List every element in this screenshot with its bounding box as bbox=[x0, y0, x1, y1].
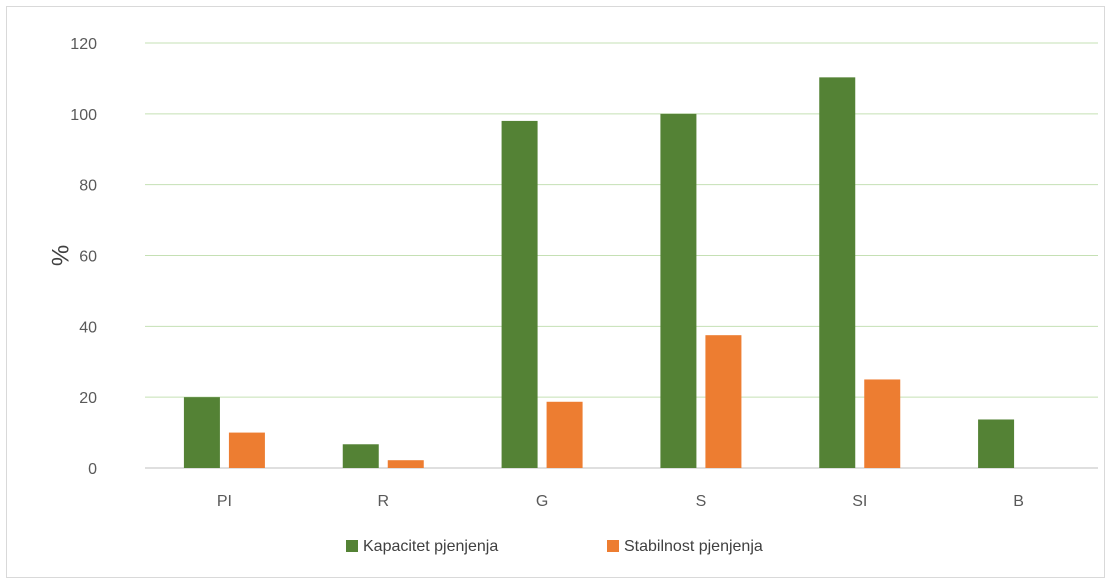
bar-kapacitet-b bbox=[978, 419, 1015, 468]
gridlines bbox=[145, 42, 1098, 398]
y-tick-label: 80 bbox=[79, 178, 97, 195]
y-tick-label: 120 bbox=[70, 36, 97, 53]
x-tick-label: SI bbox=[852, 493, 867, 510]
x-tick-label: S bbox=[696, 493, 707, 510]
bar-kapacitet-pi bbox=[183, 397, 220, 468]
bar-stabilnost-r bbox=[387, 460, 424, 468]
bar-kapacitet-s bbox=[660, 113, 697, 468]
legend: Kapacitet pjenjenja Stabilnost pjenjenja bbox=[346, 538, 763, 555]
x-tick-label: R bbox=[377, 493, 389, 510]
x-axis-ticks: PI R G S SI B bbox=[217, 493, 1024, 510]
bar-stabilnost-g bbox=[546, 401, 583, 468]
y-axis-ticks: 0 20 40 60 80 100 120 bbox=[70, 36, 97, 478]
chart-frame bbox=[6, 6, 1105, 578]
y-tick-label: 0 bbox=[88, 461, 97, 478]
y-tick-label: 20 bbox=[79, 390, 97, 407]
x-tick-label: B bbox=[1013, 493, 1024, 510]
y-tick-label: 60 bbox=[79, 249, 97, 266]
bar-kapacitet-g bbox=[501, 120, 538, 469]
bar-stabilnost-pi bbox=[228, 432, 265, 468]
bar-stabilnost-s bbox=[705, 335, 742, 468]
legend-label-stabilnost: Stabilnost pjenjenja bbox=[624, 538, 763, 555]
x-tick-label: PI bbox=[217, 493, 232, 510]
bar-kapacitet-r bbox=[342, 444, 379, 468]
bars bbox=[183, 77, 1015, 469]
bar-stabilnost-si bbox=[864, 379, 901, 468]
y-tick-label: 40 bbox=[79, 319, 97, 336]
x-tick-label: G bbox=[536, 493, 548, 510]
y-tick-label: 100 bbox=[70, 107, 97, 124]
y-axis-title: % bbox=[47, 245, 74, 266]
legend-label-kapacitet: Kapacitet pjenjenja bbox=[363, 538, 498, 555]
legend-swatch-kapacitet bbox=[346, 540, 358, 552]
bar-kapacitet-si bbox=[819, 77, 856, 469]
legend-swatch-stabilnost bbox=[607, 540, 619, 552]
